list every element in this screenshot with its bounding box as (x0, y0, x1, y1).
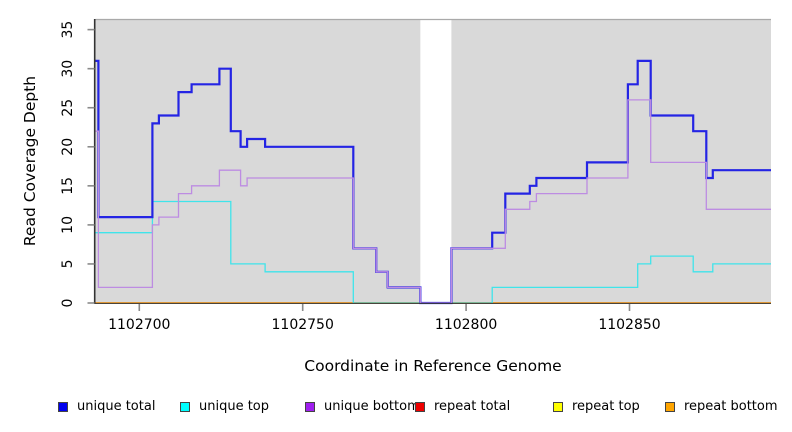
legend-swatch-unique-top (180, 402, 190, 412)
legend-swatch-unique-total (58, 402, 68, 412)
legend-item-repeat-total: repeat total (415, 398, 510, 416)
legend-label: unique bottom (324, 399, 420, 414)
x-axis-title: Coordinate in Reference Genome (304, 357, 562, 375)
legend-item-unique-bottom: unique bottom (305, 398, 420, 416)
legend-swatch-repeat-top (553, 402, 563, 412)
chart-area: 0 5 10 15 20 25 30 35 1102700 1102750 1102800 11028… (60, 18, 771, 333)
legend-item-repeat-bottom: repeat bottom (665, 398, 778, 416)
y-axis-title: Read Coverage Depth (21, 75, 39, 247)
x-tick-label: 1102750 (272, 317, 334, 333)
no-data-gap (420, 20, 452, 303)
y-tick-label: 5 (60, 259, 76, 268)
x-tick-label: 1102800 (435, 317, 497, 333)
series-line-unique-top (95, 200, 771, 304)
y-tick-label: 10 (60, 216, 76, 234)
y-tick-label: 15 (60, 177, 76, 195)
legend-swatch-repeat-bottom (665, 402, 675, 412)
legend-label: unique top (199, 399, 270, 414)
y-tick-label: 0 (60, 299, 76, 308)
legend-label: repeat total (434, 399, 511, 414)
legend-label: repeat top (572, 399, 640, 414)
y-tick-label: 35 (60, 21, 76, 39)
legend-item-repeat-top: repeat top (553, 398, 640, 416)
legend-swatch-repeat-total (415, 402, 425, 412)
x-tick-label: 1102700 (108, 317, 170, 333)
series-line-unique-bottom (95, 99, 771, 304)
y-tick-label: 20 (60, 138, 76, 156)
legend-item-unique-total: unique total (58, 398, 155, 416)
legend-label: repeat bottom (684, 399, 778, 414)
legend-item-unique-top: unique top (180, 398, 269, 416)
y-tick-label: 25 (60, 99, 76, 117)
x-tick-label: 1102850 (598, 317, 660, 333)
legend-swatch-unique-bottom (305, 402, 315, 412)
y-tick-label: 30 (60, 60, 76, 78)
legend-label: unique total (77, 399, 156, 414)
chart-legend: unique total unique top unique bottom repea… (0, 398, 792, 420)
